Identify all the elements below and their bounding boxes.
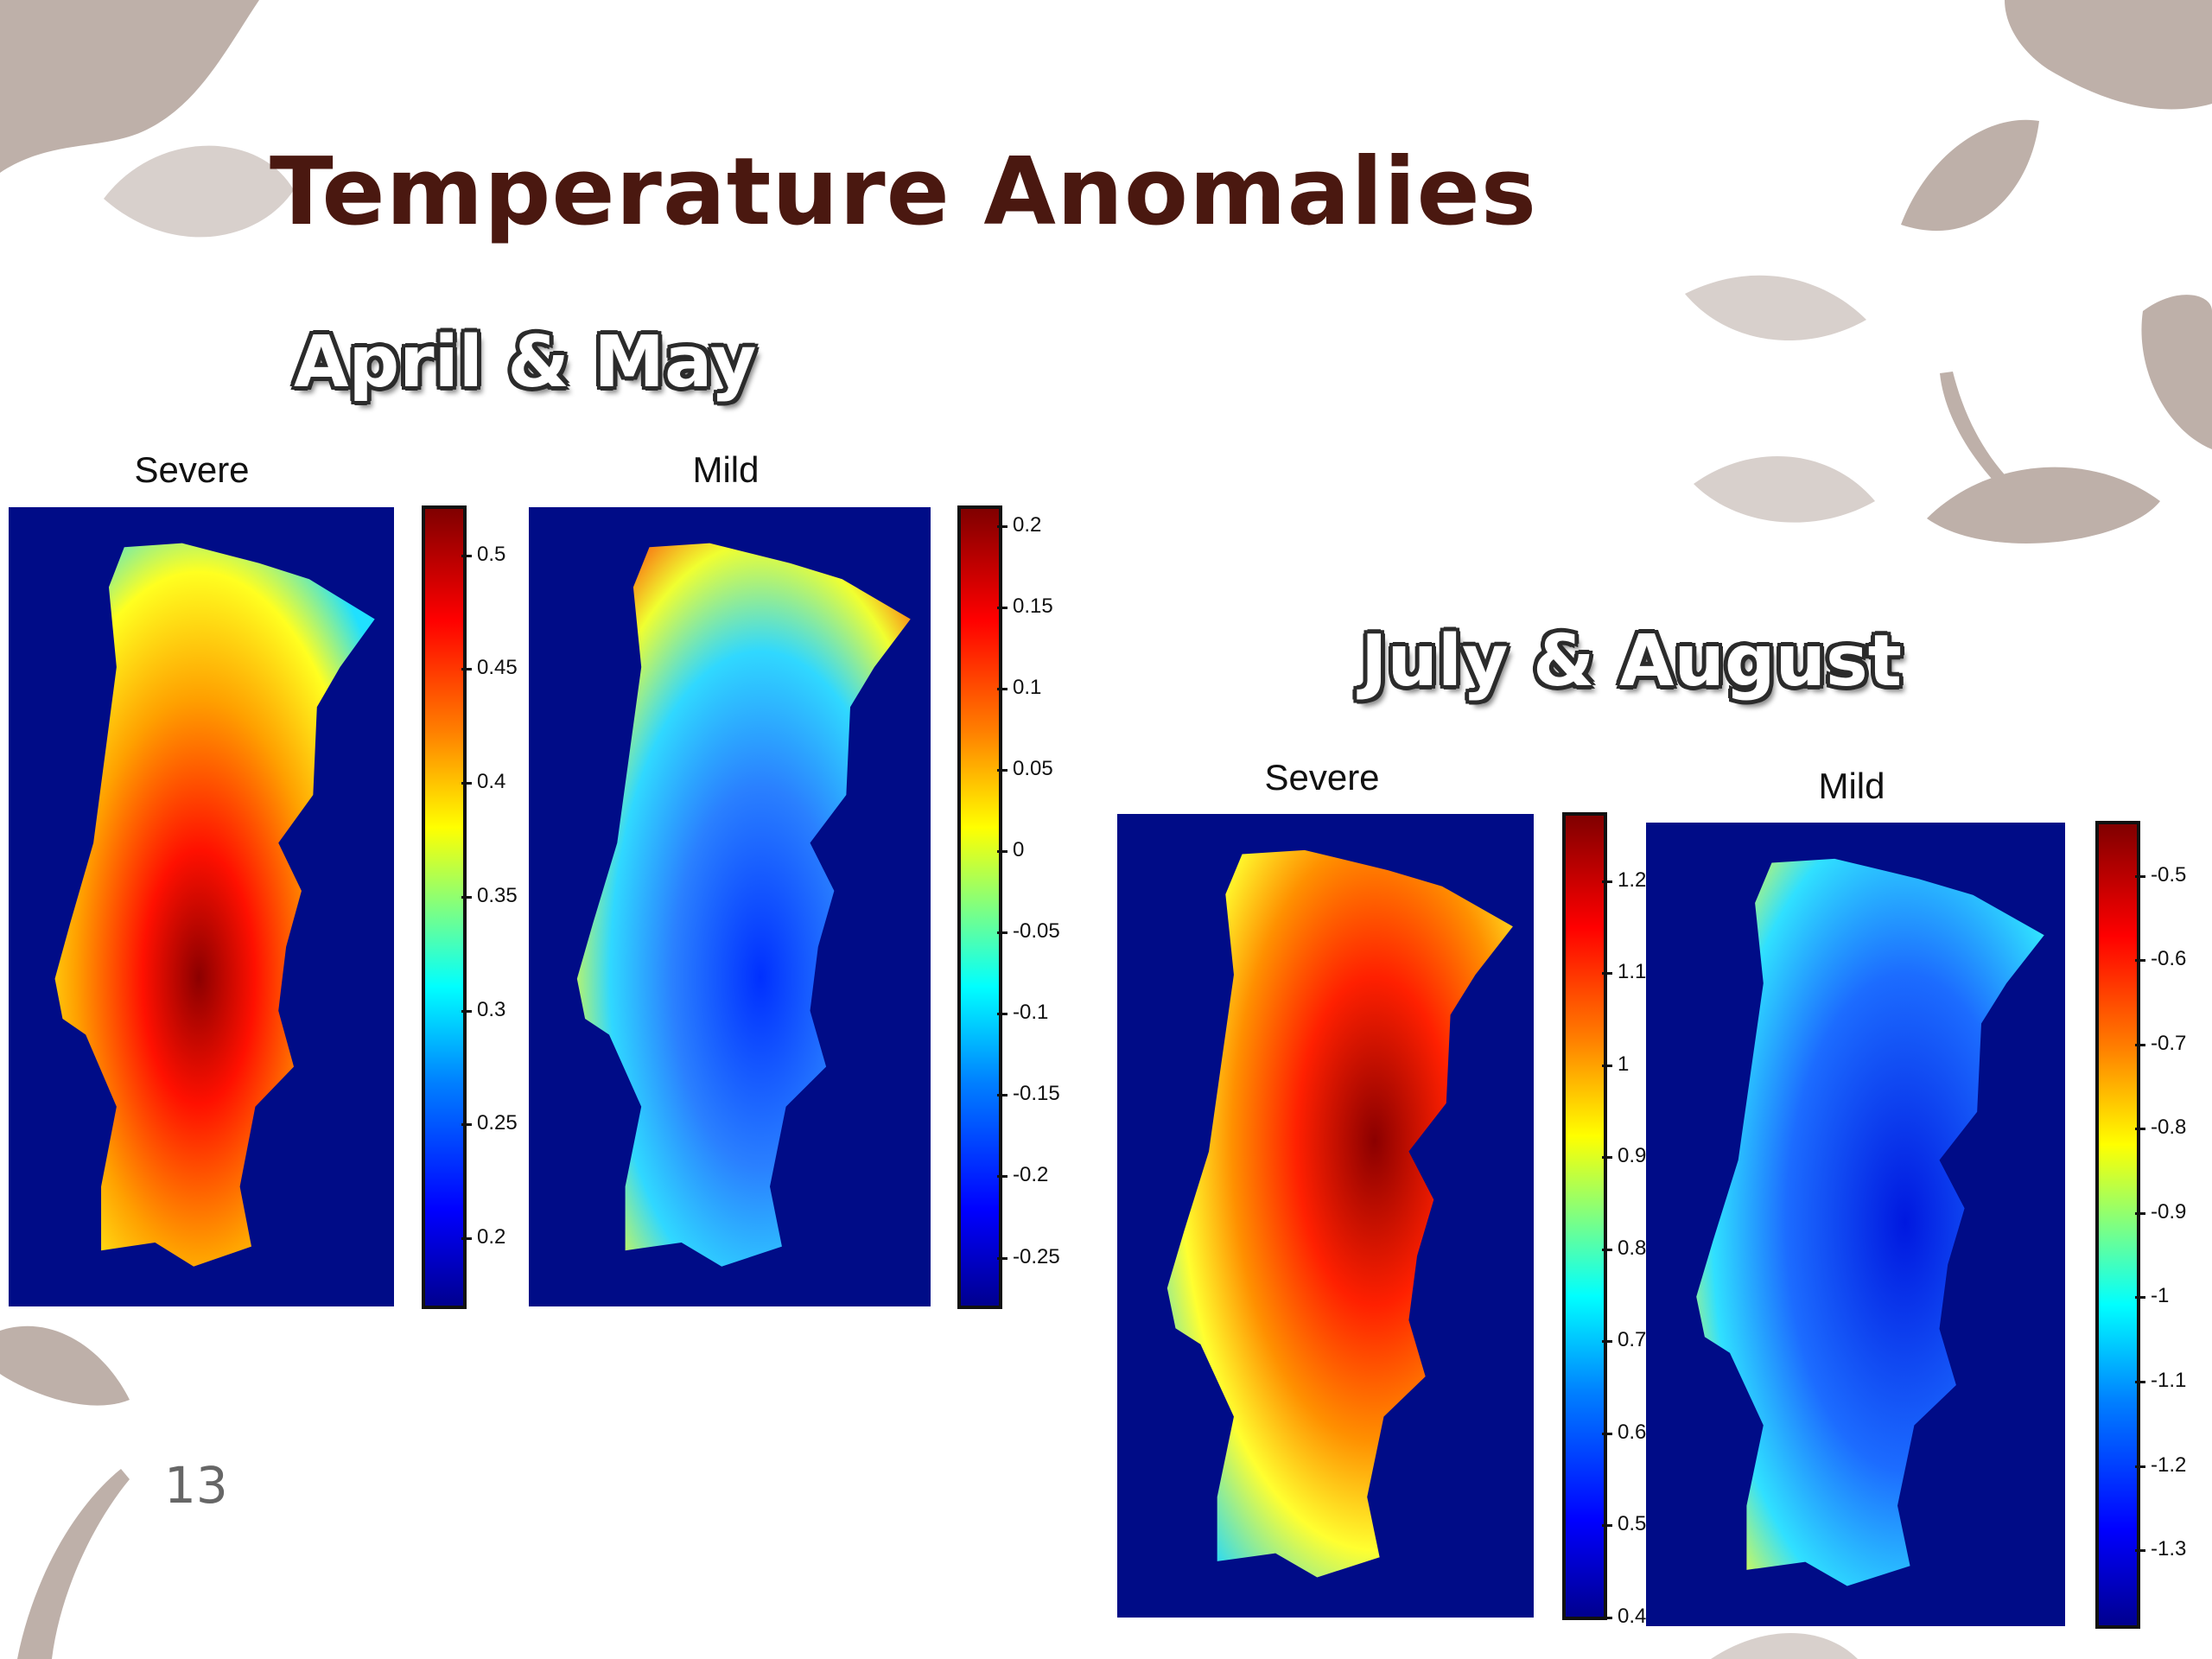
colorbar-am-mild bbox=[957, 505, 1002, 1309]
colorbar-tick-label: 0 bbox=[996, 838, 1025, 862]
colorbar-tick-label: 0.9 bbox=[1601, 1144, 1647, 1168]
panel-label-ja-severe: Severe bbox=[1264, 757, 1380, 798]
colorbar-ja-mild bbox=[2095, 821, 2140, 1629]
portugal-outline bbox=[576, 543, 911, 1267]
colorbar-tick-label: 0.5 bbox=[461, 542, 506, 566]
map-am-severe bbox=[9, 507, 394, 1306]
colorbar-tick-label: 0.2 bbox=[461, 1224, 506, 1249]
colorbar-tick-label: 0.1 bbox=[996, 675, 1042, 699]
colorbar-tick-label: 0.4 bbox=[461, 770, 506, 794]
colorbar-ja-severe bbox=[1562, 812, 1607, 1620]
colorbar-tick-label: 0.4 bbox=[1601, 1605, 1647, 1628]
colorbar-tick-label: 0.3 bbox=[461, 997, 506, 1021]
colorbar-tick-label: 0.15 bbox=[997, 594, 1053, 618]
portugal-outline bbox=[1696, 858, 2044, 1586]
page-number: 13 bbox=[164, 1456, 228, 1515]
colorbar-tick-label: -0.25 bbox=[997, 1244, 1060, 1268]
colorbar-tick-label: 0.6 bbox=[1601, 1420, 1647, 1444]
slide-title: Temperature Anomalies bbox=[270, 138, 1538, 246]
map-am-mild bbox=[529, 507, 931, 1306]
map-ja-mild bbox=[1646, 823, 2065, 1626]
colorbar-tick-label: -0.15 bbox=[997, 1082, 1060, 1106]
colorbar-tick-label: 1 bbox=[1601, 1052, 1630, 1076]
section-title-april-may: April & May bbox=[294, 321, 757, 404]
colorbar-tick-label: -1.2 bbox=[2134, 1452, 2187, 1477]
portugal-outline bbox=[1166, 849, 1513, 1578]
colorbar-tick-label: -0.2 bbox=[996, 1163, 1049, 1187]
colorbar-tick-label: -1.3 bbox=[2134, 1537, 2187, 1561]
colorbar-tick-label: -0.1 bbox=[996, 1001, 1049, 1025]
colorbar-tick-label: -0.8 bbox=[2134, 1116, 2187, 1140]
colorbar-tick-label: 1.2 bbox=[1601, 868, 1647, 892]
colorbar-tick-label: 0.25 bbox=[461, 1111, 518, 1135]
panel-label-am-mild: Mild bbox=[692, 449, 760, 490]
colorbar-tick-label: -0.7 bbox=[2134, 1031, 2187, 1055]
colorbar-tick-label: 0.7 bbox=[1601, 1328, 1647, 1352]
section-title-july-august: July & August bbox=[1361, 620, 1902, 702]
colorbar-tick-label: 0.45 bbox=[461, 656, 518, 680]
map-ja-severe bbox=[1117, 814, 1534, 1618]
colorbar-tick-label: 0.2 bbox=[996, 512, 1042, 537]
portugal-outline bbox=[54, 543, 375, 1267]
colorbar-am-severe bbox=[422, 505, 467, 1309]
colorbar-tick-label: -1.1 bbox=[2134, 1369, 2187, 1393]
colorbar-tick-label: -0.05 bbox=[997, 919, 1060, 944]
colorbar-tick-label: -0.5 bbox=[2134, 862, 2187, 887]
colorbar-tick-label: 0.8 bbox=[1601, 1236, 1647, 1260]
panel-label-ja-mild: Mild bbox=[1818, 766, 1885, 806]
colorbar-tick-label: 0.05 bbox=[997, 757, 1053, 781]
colorbar-tick-label: 1.1 bbox=[1601, 960, 1647, 984]
colorbar-tick-label: 0.35 bbox=[461, 883, 518, 907]
panel-label-am-severe: Severe bbox=[134, 449, 250, 490]
colorbar-tick-label: -0.9 bbox=[2134, 1199, 2187, 1224]
colorbar-tick-label: 0.5 bbox=[1601, 1512, 1647, 1536]
colorbar-tick-label: -1 bbox=[2134, 1284, 2170, 1308]
colorbar-tick-label: -0.6 bbox=[2134, 947, 2187, 971]
